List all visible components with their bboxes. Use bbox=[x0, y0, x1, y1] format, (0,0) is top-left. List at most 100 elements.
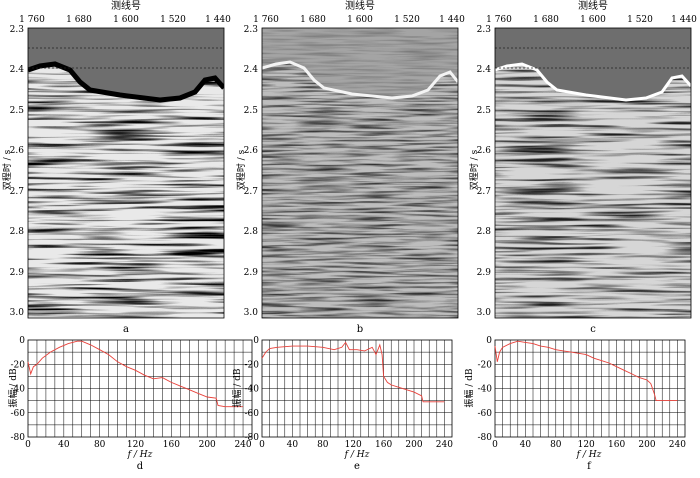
spectrum-grid bbox=[494, 339, 686, 438]
x-tick-label: 40 bbox=[287, 440, 299, 450]
y-tick-label: 3.0 bbox=[10, 308, 25, 318]
spectrum-grid bbox=[261, 339, 453, 438]
seismic-panel-b: 测线号 1 760 1 680 1 600 1 520 1 440 2.3 2.… bbox=[235, 0, 465, 335]
y-tick-label: -20 bbox=[245, 360, 260, 370]
y-tick-label: 0 bbox=[19, 336, 25, 346]
spectrum-tick-labels: 0 40 80 120 160 200 240 0 -20 -40 -60 -80 bbox=[478, 336, 687, 450]
top-tick-label: 1 520 bbox=[394, 15, 420, 25]
y-tick-label: 2.4 bbox=[477, 65, 492, 75]
x-tick-label: 120 bbox=[578, 440, 595, 450]
seismic-panel-c: 测线号 1 760 1 680 1 600 1 520 1 440 2.3 2.… bbox=[468, 0, 697, 335]
y-tick-label: 2.5 bbox=[10, 106, 25, 116]
y-tick-label: -20 bbox=[11, 360, 26, 370]
spectrum-panel-d: 0 40 80 120 160 200 240 0 -20 -40 -60 -80 振幅 / dB f… bbox=[7, 336, 253, 472]
spectrum-panel-e: 0 40 80 120 160 200 240 0 -20 -40 -60 -80 振幅 / dB f… bbox=[231, 336, 453, 472]
y-axis-label: 振幅 / dB bbox=[463, 368, 475, 408]
top-tick-label: 1 520 bbox=[627, 15, 653, 25]
x-tick-label: 240 bbox=[436, 440, 453, 450]
y-tick-label: -40 bbox=[11, 385, 26, 395]
spectrum-line bbox=[261, 341, 445, 403]
y-tick-label: -60 bbox=[245, 409, 260, 419]
y-tick-labels: 2.3 2.4 2.5 2.6 2.7 2.8 2.9 3.0 bbox=[477, 25, 492, 318]
x-tick-label: 0 bbox=[259, 440, 265, 450]
y-tick-label: 2.3 bbox=[244, 25, 259, 35]
spectrum-series bbox=[494, 340, 678, 402]
top-tick-label: 1 760 bbox=[486, 15, 512, 25]
spectrum-tick-labels: 0 40 80 120 160 200 240 0 -20 -40 -60 -80 bbox=[245, 336, 454, 450]
spectrum-grid bbox=[27, 339, 253, 438]
y-tick-label: 2.8 bbox=[477, 227, 492, 237]
y-axis-label: 双程时 / s bbox=[1, 149, 13, 190]
y-tick-label: 2.7 bbox=[244, 187, 259, 197]
y-tick-label: -60 bbox=[11, 409, 26, 419]
x-tick-label: 200 bbox=[199, 440, 216, 450]
x-tick-label: 80 bbox=[94, 440, 106, 450]
y-tick-label: 2.8 bbox=[10, 227, 25, 237]
top-tick-label: 1 760 bbox=[253, 15, 279, 25]
y-tick-label: 2.8 bbox=[244, 227, 259, 237]
y-axis-label: 振幅 / dB bbox=[7, 368, 19, 408]
x-tick-label: 160 bbox=[608, 440, 625, 450]
y-tick-label: -80 bbox=[11, 433, 26, 443]
top-tick-label: 1 680 bbox=[66, 15, 92, 25]
y-tick-label: -60 bbox=[478, 409, 493, 419]
y-tick-labels: 2.3 2.4 2.5 2.6 2.7 2.8 2.9 3.0 bbox=[10, 25, 25, 318]
y-tick-label: 2.9 bbox=[244, 268, 259, 278]
seismic-section-b bbox=[262, 28, 458, 318]
y-tick-label: 0 bbox=[253, 336, 259, 346]
x-axis-label: f / Hz bbox=[127, 450, 153, 460]
y-tick-label: 2.6 bbox=[477, 146, 492, 156]
top-tick-label: 1 760 bbox=[19, 15, 45, 25]
y-axis-label: 双程时 / s bbox=[468, 149, 480, 190]
top-tick-label: 1 520 bbox=[160, 15, 186, 25]
x-tick-label: 200 bbox=[638, 440, 655, 450]
panel-label: d bbox=[137, 461, 144, 472]
panel-label: e bbox=[354, 461, 360, 472]
spectrum-tick-labels: 0 40 80 120 160 200 240 0 -20 -40 -60 -80 bbox=[11, 336, 252, 450]
x-tick-label: 80 bbox=[550, 440, 562, 450]
seismic-section-c bbox=[495, 28, 691, 318]
y-tick-label: 2.3 bbox=[477, 25, 492, 35]
y-tick-label: -40 bbox=[245, 385, 260, 395]
top-tick-labels: 1 760 1 680 1 600 1 520 1 440 bbox=[253, 15, 465, 25]
top-axis-title: 测线号 bbox=[111, 0, 141, 12]
y-tick-label: 2.4 bbox=[244, 65, 259, 75]
top-tick-label: 1 600 bbox=[580, 15, 606, 25]
y-tick-label: 0 bbox=[486, 336, 492, 346]
top-tick-label: 1 600 bbox=[347, 15, 373, 25]
x-tick-label: 40 bbox=[58, 440, 70, 450]
spectrum-line bbox=[27, 340, 243, 408]
top-tick-label: 1 440 bbox=[671, 15, 697, 25]
x-tick-label: 160 bbox=[163, 440, 180, 450]
top-tick-labels: 1 760 1 680 1 600 1 520 1 440 bbox=[486, 15, 697, 25]
seismic-section-a bbox=[28, 28, 224, 318]
panel-label: a bbox=[123, 324, 129, 335]
y-tick-label: -40 bbox=[478, 385, 493, 395]
y-tick-label: 3.0 bbox=[477, 308, 492, 318]
top-tick-label: 1 680 bbox=[533, 15, 559, 25]
top-tick-labels: 1 760 1 680 1 600 1 520 1 440 bbox=[19, 15, 231, 25]
x-tick-label: 40 bbox=[520, 440, 532, 450]
y-axis-label: 双程时 / s bbox=[235, 149, 247, 190]
y-tick-label: 2.6 bbox=[10, 146, 25, 156]
y-tick-label: -20 bbox=[478, 360, 493, 370]
spectrum-line bbox=[494, 340, 678, 402]
y-tick-label: 2.6 bbox=[244, 146, 259, 156]
top-tick-label: 1 440 bbox=[439, 15, 465, 25]
x-tick-label: 240 bbox=[669, 440, 686, 450]
x-tick-label: 80 bbox=[317, 440, 329, 450]
x-tick-label: 0 bbox=[492, 440, 498, 450]
spectrum-panel-f: 0 40 80 120 160 200 240 0 -20 -40 -60 -80 振幅 / dB f… bbox=[463, 336, 686, 472]
y-axis-label: 振幅 / dB bbox=[231, 368, 243, 408]
y-tick-label: 3.0 bbox=[244, 308, 259, 318]
x-tick-label: 0 bbox=[25, 440, 31, 450]
panel-label: f bbox=[587, 461, 592, 472]
y-tick-label: -80 bbox=[478, 433, 493, 443]
x-tick-label: 200 bbox=[405, 440, 422, 450]
y-tick-labels: 2.3 2.4 2.5 2.6 2.7 2.8 2.9 3.0 bbox=[244, 25, 259, 318]
top-axis-title: 测线号 bbox=[578, 0, 608, 12]
y-tick-label: 2.9 bbox=[477, 268, 492, 278]
seismic-panel-a: 测线号 1 760 1 680 1 600 1 520 1 440 2.3 2.… bbox=[1, 0, 231, 335]
